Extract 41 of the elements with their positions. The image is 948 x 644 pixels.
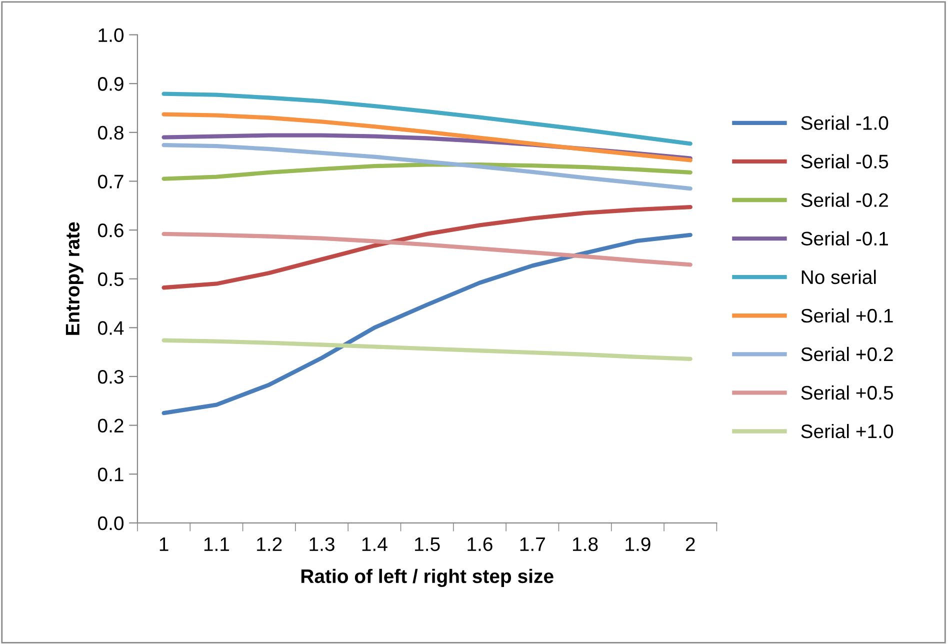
x-tick-label: 1.8 <box>573 537 598 552</box>
line-series <box>162 143 692 191</box>
legend-label: Serial -0.1 <box>801 231 888 246</box>
legend-label: Serial +0.2 <box>801 346 893 362</box>
line-series <box>162 112 692 162</box>
legend-label: Serial -1.0 <box>801 116 888 130</box>
x-axis-title: Ratio of left / right step size <box>301 568 554 588</box>
legend-label: Serial +0.1 <box>801 308 893 323</box>
y-axis-title: Entropy rate <box>66 222 84 335</box>
legend-label: No serial <box>802 270 876 284</box>
x-tick-label: 1.9 <box>626 537 650 552</box>
line-series <box>162 232 692 267</box>
x-tick-label: 1.1 <box>204 538 230 551</box>
line-series <box>162 162 692 181</box>
y-tick-label: 0.0 <box>98 516 124 530</box>
legend-label: Serial +1.0 <box>801 424 894 438</box>
x-tick-label: 1.2 <box>257 537 282 551</box>
legend-label: Serial -0.2 <box>801 192 888 207</box>
y-tick-label: 0.1 <box>98 468 124 482</box>
line-series <box>162 232 692 416</box>
x-tick-label: 1.7 <box>520 538 545 551</box>
x-tick-label: 1 <box>160 538 168 551</box>
x-tick-label: 1.4 <box>362 538 388 551</box>
y-tick-label: 1.0 <box>98 28 124 42</box>
y-tick-label: 0.3 <box>98 370 124 384</box>
y-tick-label: 0.9 <box>98 77 124 91</box>
y-tick-label: 0.4 <box>98 321 124 335</box>
y-tick-label: 0.2 <box>98 418 124 433</box>
line-series <box>162 92 692 146</box>
x-tick-label: 1.3 <box>310 537 334 552</box>
x-tick-label: 1.5 <box>415 538 440 552</box>
y-tick-label: 0.5 <box>98 272 124 286</box>
y-tick-label: 0.6 <box>98 224 124 238</box>
y-tick-label: 0.7 <box>98 174 124 188</box>
line-series <box>162 205 692 290</box>
legend-label: Serial -0.5 <box>801 154 888 168</box>
y-tick-label: 0.8 <box>98 126 124 140</box>
x-tick-label: 1.6 <box>468 537 492 552</box>
legend-label: Serial +0.5 <box>801 385 893 400</box>
line-series <box>162 338 692 361</box>
x-tick-label: 2 <box>686 537 695 551</box>
